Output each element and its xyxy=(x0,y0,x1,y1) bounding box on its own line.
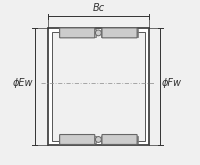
Bar xyxy=(94,136,96,143)
Circle shape xyxy=(95,137,101,142)
Bar xyxy=(48,28,149,145)
Bar xyxy=(101,136,102,143)
FancyBboxPatch shape xyxy=(102,28,137,38)
FancyBboxPatch shape xyxy=(60,134,95,144)
Bar xyxy=(94,29,96,37)
FancyBboxPatch shape xyxy=(60,28,95,38)
Bar xyxy=(52,32,145,141)
Bar xyxy=(101,29,102,37)
Bar xyxy=(59,29,60,37)
Bar xyxy=(59,136,60,143)
Text: ϕEw: ϕEw xyxy=(12,78,33,88)
Bar xyxy=(137,29,138,37)
Text: Bc: Bc xyxy=(92,3,104,13)
Bar xyxy=(137,136,138,143)
Circle shape xyxy=(95,30,101,36)
Text: ϕFw: ϕFw xyxy=(162,78,182,88)
FancyBboxPatch shape xyxy=(102,134,137,144)
